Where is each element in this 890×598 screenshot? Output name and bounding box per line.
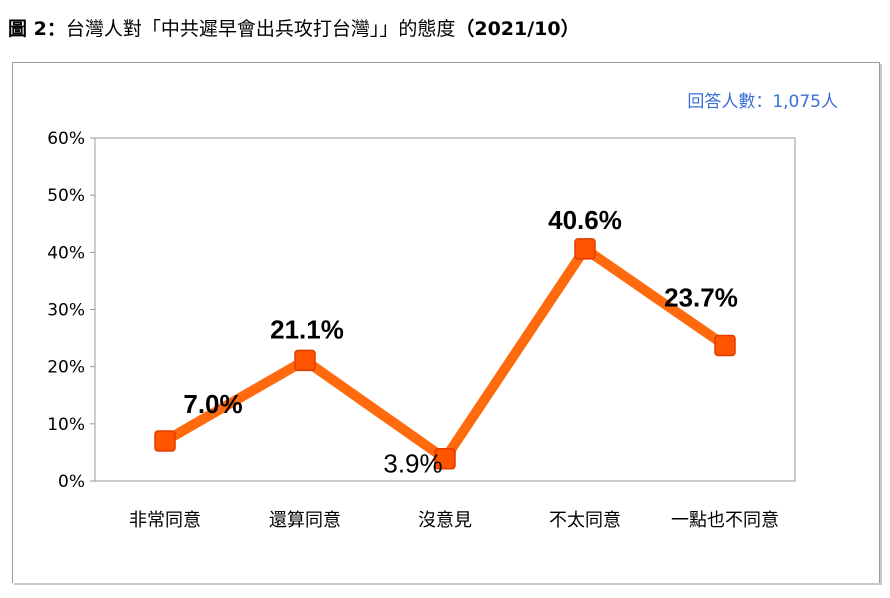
data-point bbox=[294, 349, 316, 372]
y-tick-label: 20% bbox=[47, 358, 85, 378]
data-point bbox=[154, 430, 176, 452]
y-tick-label: 30% bbox=[47, 301, 85, 321]
data-label: 21.1% bbox=[270, 314, 344, 344]
chart-frame bbox=[12, 62, 880, 583]
x-tick-label: 不太同意 bbox=[549, 510, 621, 531]
data-point bbox=[714, 334, 736, 357]
chart-title: 圖 2：台灣人對「中共遲早會出兵攻打台灣」」的態度（2021/10） bbox=[8, 14, 580, 41]
x-tick-label: 一點也不同意 bbox=[671, 510, 779, 531]
title-date: （2021/10） bbox=[455, 18, 580, 40]
figure-number: 圖 2： bbox=[8, 18, 66, 40]
y-tick-label: 0% bbox=[58, 472, 85, 492]
x-tick-label: 非常同意 bbox=[129, 510, 201, 531]
data-label: 23.7% bbox=[664, 283, 738, 313]
title-main: 台灣人對「中共遲早會出兵攻打台灣」」的態度 bbox=[65, 18, 456, 40]
data-label: 7.0% bbox=[183, 389, 242, 419]
x-tick-label: 沒意見 bbox=[418, 510, 472, 531]
y-tick-label: 60% bbox=[47, 129, 85, 149]
series-line bbox=[160, 243, 730, 464]
data-label: 3.9% bbox=[383, 449, 442, 479]
y-tick-label: 40% bbox=[47, 243, 85, 263]
y-tick-label: 50% bbox=[47, 186, 85, 206]
data-point bbox=[574, 238, 596, 260]
respondent-count: 回答人數：1,075人 bbox=[687, 92, 838, 112]
x-tick-label: 還算同意 bbox=[269, 510, 341, 531]
data-label: 40.6% bbox=[548, 205, 622, 235]
data-point bbox=[434, 447, 456, 470]
y-tick-label: 10% bbox=[47, 415, 85, 435]
